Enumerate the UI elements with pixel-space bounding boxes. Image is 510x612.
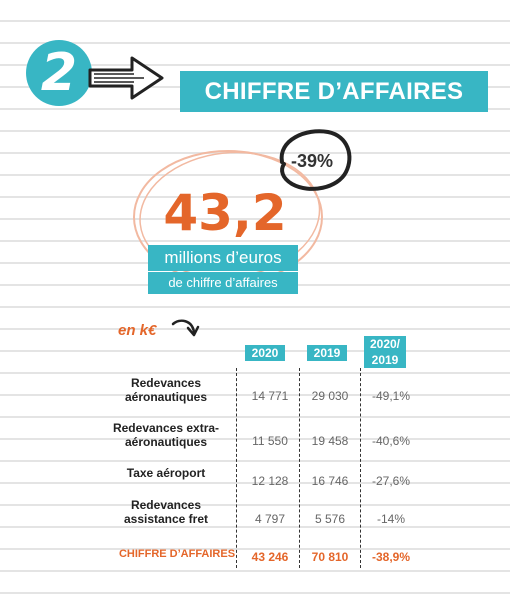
cell-2020: 14 771	[251, 389, 289, 403]
cell-2020: 4 797	[254, 512, 286, 526]
total-2020: 43 246	[251, 550, 289, 564]
column-header-change: 2020/ 2019	[364, 336, 406, 368]
cell-2019: 19 458	[311, 434, 349, 448]
change-badge: -39%	[290, 151, 334, 171]
total-2019: 70 810	[311, 550, 349, 564]
total-label: CHIFFRE D’AFFAIRES	[118, 548, 236, 560]
section-number-badge: 2	[26, 40, 92, 106]
cell-change: -27,6%	[371, 474, 411, 488]
column-separator	[299, 368, 300, 568]
change-badge-circle-decoration	[279, 129, 352, 191]
row-label: Redevances aéronautiques	[124, 376, 208, 404]
cell-change: -14%	[376, 512, 405, 526]
cell-2020: 11 550	[252, 434, 288, 448]
column-separator	[236, 368, 237, 568]
cell-2019: 29 030	[311, 389, 349, 403]
column-separator	[360, 368, 361, 568]
column-header-2020: 2020	[245, 345, 285, 361]
row-label: Redevances extra- aéronautiques	[112, 421, 220, 449]
cell-2019: 5 576	[314, 512, 346, 526]
revenue-description: de chiffre d’affaires	[148, 272, 298, 294]
row-label: Redevances assistance fret	[123, 498, 209, 526]
cell-change: -40,6%	[371, 434, 411, 448]
revenue-unit-label: millions d’euros	[148, 245, 298, 271]
cell-change: -49,1%	[371, 389, 411, 403]
curved-arrow-icon	[171, 319, 200, 337]
section-title: CHIFFRE D’AFFAIRES	[180, 71, 488, 112]
revenue-value: 43,2	[163, 184, 287, 242]
unit-label: en k€	[118, 322, 157, 339]
column-header-2019: 2019	[307, 345, 347, 361]
arrow-right-icon	[88, 56, 164, 100]
cell-2019: 16 746	[311, 474, 349, 488]
total-change: -38,9%	[371, 550, 411, 564]
row-label: Taxe aéroport	[126, 466, 206, 480]
cell-2020: 12 128	[251, 474, 289, 488]
